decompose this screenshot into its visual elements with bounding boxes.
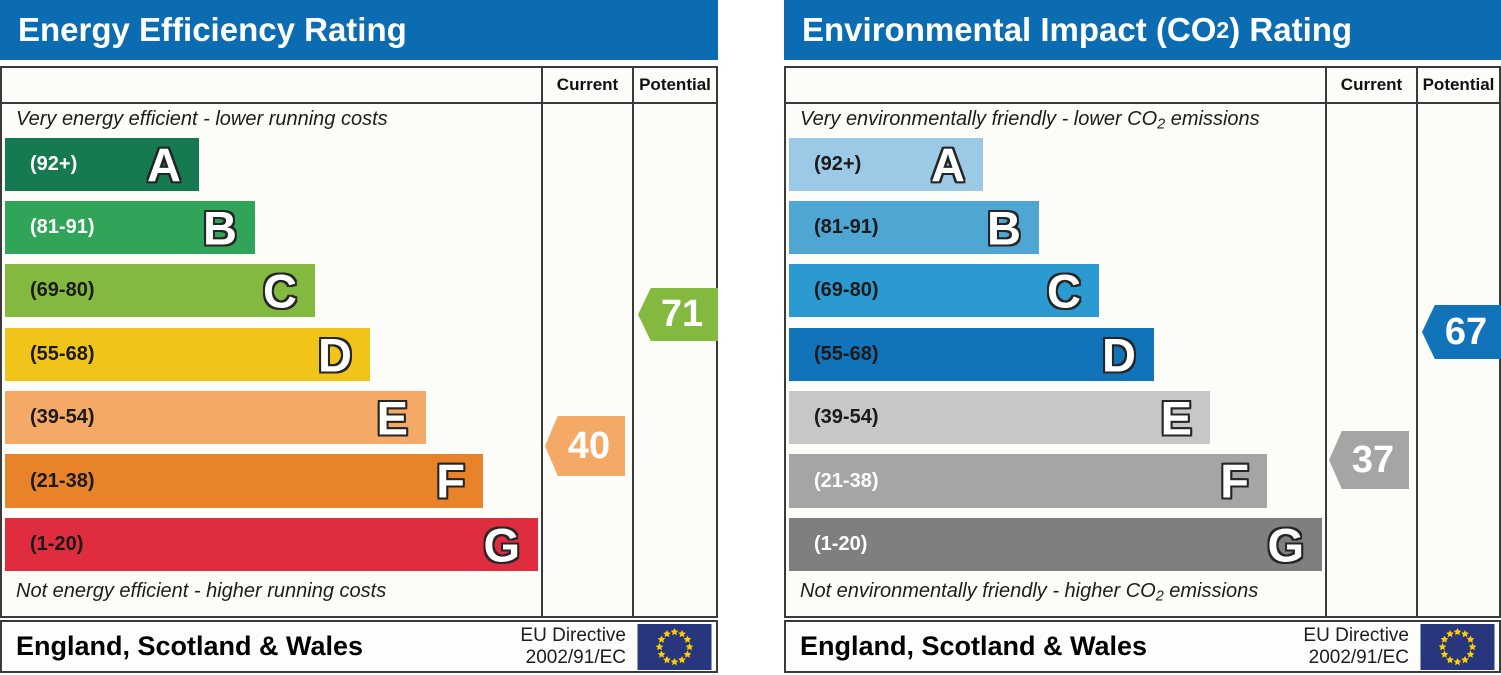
energy-current-rating-arrow: 40: [545, 416, 625, 476]
co2-bottom-caption-prefix: Not environmentally friendly - higher CO: [800, 580, 1156, 602]
energy-top-caption: Very energy efficient - lower running co…: [16, 108, 388, 130]
co2-current-rating-arrow: 37: [1329, 431, 1409, 489]
co2-potential-value: 67: [1444, 310, 1488, 353]
co2-title-subscript: 2: [1216, 16, 1230, 43]
band-letter: G: [483, 518, 520, 571]
band-letter: G: [1267, 518, 1304, 571]
co2-band-e: (39-54) E: [789, 391, 1210, 444]
energy-efficiency-panel: Energy Efficiency Rating Current Potenti…: [0, 0, 718, 675]
co2-rating-table: Current Potential Very environmentally f…: [784, 66, 1501, 618]
band-letter: C: [1047, 264, 1081, 317]
band-letter: B: [987, 201, 1021, 254]
band-range-label: (1-20): [30, 533, 84, 555]
eu-directive-line1: EU Directive: [520, 624, 626, 646]
band-letter: E: [1160, 391, 1192, 444]
eu-directive-label: EU Directive 2002/91/EC: [520, 625, 626, 669]
co2-bottom-caption-subscript: 2: [1155, 588, 1164, 605]
energy-band-g: (1-20) G: [5, 518, 538, 571]
energy-band-a: (92+) A: [5, 138, 199, 191]
energy-band-b: (81-91) B: [5, 201, 255, 254]
eu-flag-icon: [1420, 623, 1495, 670]
energy-band-e: (39-54) E: [5, 391, 426, 444]
energy-potential-rating-arrow: 71: [638, 288, 718, 341]
band-range-label: (81-91): [814, 216, 879, 238]
band-letter: A: [147, 138, 181, 191]
co2-bottom-caption: Not environmentally friendly - higher CO…: [800, 580, 1258, 605]
energy-band-f: (21-38) F: [5, 454, 483, 508]
energy-title-text: Energy Efficiency Rating: [18, 11, 407, 48]
band-range-label: (21-38): [814, 469, 879, 492]
region-label: England, Scotland & Wales: [800, 631, 1148, 661]
co2-band-g: (1-20) G: [789, 518, 1322, 571]
band-letter: D: [1102, 328, 1136, 381]
column-divider: [632, 68, 634, 616]
column-divider: [1416, 68, 1418, 616]
band-range-label: (21-38): [30, 469, 95, 492]
co2-panel-title: Environmental Impact (CO 2) Rating: [784, 0, 1501, 60]
eu-directive-line1: EU Directive: [1303, 624, 1409, 646]
column-divider: [1325, 68, 1327, 616]
band-letter: F: [436, 454, 465, 508]
energy-footer: England, Scotland & Wales EU Directive 2…: [0, 620, 718, 673]
band-range-label: (55-68): [814, 343, 879, 365]
eu-directive-line2: 2002/91/EC: [1308, 646, 1409, 668]
eu-directive-label: EU Directive 2002/91/EC: [1303, 625, 1409, 669]
co2-title-prefix: Environmental Impact (CO: [802, 11, 1217, 48]
energy-panel-title: Energy Efficiency Rating: [0, 0, 718, 60]
co2-bottom-caption-suffix: emissions: [1163, 580, 1259, 602]
co2-top-caption: Very environmentally friendly - lower CO…: [800, 108, 1260, 133]
eu-directive-line2: 2002/91/EC: [525, 646, 626, 668]
co2-top-caption-suffix: emissions: [1165, 108, 1260, 130]
band-range-label: (81-91): [30, 216, 95, 238]
potential-column-header: Potential: [1422, 75, 1495, 94]
band-range-label: (1-20): [814, 533, 868, 555]
co2-title-suffix: ) Rating: [1229, 11, 1353, 48]
band-range-label: (39-54): [30, 406, 95, 428]
co2-band-c: (69-80) C: [789, 264, 1099, 317]
band-letter: F: [1220, 454, 1249, 508]
energy-rating-table: Current Potential Very energy efficient …: [0, 66, 718, 618]
current-column-header: Current: [556, 75, 619, 94]
band-range-label: (39-54): [814, 406, 879, 428]
energy-current-value: 40: [567, 424, 611, 467]
eu-flag-icon: [637, 623, 712, 670]
band-range-label: (69-80): [30, 279, 95, 301]
band-letter: A: [931, 138, 965, 191]
co2-band-b: (81-91) B: [789, 201, 1039, 254]
column-divider: [541, 68, 543, 616]
band-range-label: (92+): [30, 153, 78, 175]
band-range-label: (92+): [814, 153, 862, 175]
co2-potential-rating-arrow: 67: [1422, 305, 1501, 359]
co2-current-value: 37: [1351, 438, 1395, 481]
header-row-divider: [786, 102, 1499, 104]
energy-potential-value: 71: [660, 293, 704, 335]
potential-column-header: Potential: [639, 75, 711, 94]
band-letter: D: [318, 328, 352, 381]
energy-band-c: (69-80) C: [5, 264, 315, 317]
co2-top-caption-prefix: Very environmentally friendly - lower CO: [800, 108, 1158, 130]
co2-footer: England, Scotland & Wales EU Directive 2…: [784, 620, 1501, 673]
band-letter: C: [263, 264, 297, 317]
energy-band-d: (55-68) D: [5, 328, 370, 381]
region-label: England, Scotland & Wales: [16, 631, 364, 661]
current-column-header: Current: [1340, 75, 1403, 94]
band-range-label: (69-80): [814, 279, 879, 301]
energy-bottom-caption: Not energy efficient - higher running co…: [16, 580, 387, 602]
band-letter: E: [376, 391, 408, 444]
co2-top-caption-subscript: 2: [1157, 116, 1166, 133]
co2-band-d: (55-68) D: [789, 328, 1154, 381]
co2-band-a: (92+) A: [789, 138, 983, 191]
band-letter: B: [203, 201, 237, 254]
co2-band-f: (21-38) F: [789, 454, 1267, 508]
environmental-impact-panel: Environmental Impact (CO 2) Rating Curren…: [784, 0, 1501, 675]
band-range-label: (55-68): [30, 343, 95, 365]
header-row-divider: [2, 102, 716, 104]
